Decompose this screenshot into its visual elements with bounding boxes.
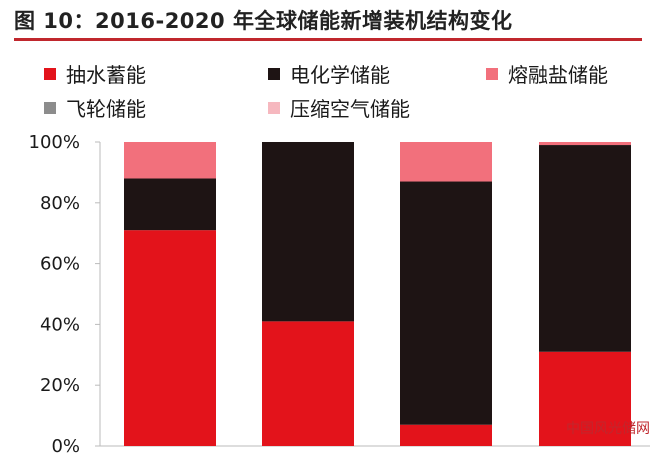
bar-segment bbox=[124, 230, 216, 446]
legend-label-compressed-air: 压缩空气储能 bbox=[290, 97, 410, 121]
chart-title: 图 10：2016-2020 年全球储能新增装机结构变化 bbox=[14, 9, 513, 33]
watermark: 中国风光储网 bbox=[566, 421, 650, 437]
legend-item-compressed-air: 压缩空气储能 bbox=[268, 93, 410, 122]
title-underline bbox=[14, 38, 642, 41]
legend-swatch-pumped-hydro bbox=[44, 67, 56, 80]
bar-segment bbox=[124, 142, 216, 179]
bar-segment bbox=[539, 142, 631, 146]
bar-segment bbox=[400, 424, 492, 446]
y-tick-label: 100% bbox=[29, 132, 80, 153]
bar-segment bbox=[262, 142, 354, 322]
bar-segment bbox=[400, 142, 492, 182]
legend-swatch-flywheel bbox=[44, 101, 56, 114]
y-tick-label: 80% bbox=[40, 193, 80, 214]
legend-label-pumped-hydro: 抽水蓄能 bbox=[66, 63, 146, 87]
legend-item-molten-salt: 熔融盐储能 bbox=[486, 59, 608, 88]
legend-swatch-molten-salt bbox=[486, 67, 498, 80]
plot-area bbox=[124, 142, 631, 446]
legend-label-electrochemical: 电化学储能 bbox=[290, 63, 390, 87]
legend-label-flywheel: 飞轮储能 bbox=[66, 97, 146, 121]
y-tick-label: 60% bbox=[40, 254, 80, 275]
bar-segment bbox=[539, 351, 631, 446]
legend-item-electrochemical: 电化学储能 bbox=[268, 59, 390, 88]
y-axis: 0% 20% 40% 60% 80% 100% bbox=[29, 132, 650, 454]
legend-swatch-compressed-air bbox=[268, 101, 280, 114]
legend-label-molten-salt: 熔融盐储能 bbox=[508, 63, 608, 87]
bar-segment bbox=[400, 181, 492, 425]
bar-segment bbox=[124, 178, 216, 231]
y-tick-label: 20% bbox=[40, 375, 80, 396]
legend-item-flywheel: 飞轮储能 bbox=[44, 93, 146, 122]
bar-segment bbox=[539, 145, 631, 352]
bar-segment bbox=[262, 321, 354, 446]
legend-item-pumped-hydro: 抽水蓄能 bbox=[44, 59, 146, 88]
y-tick-label: 40% bbox=[40, 314, 80, 335]
legend-swatch-electrochemical bbox=[268, 67, 280, 80]
y-tick-label: 0% bbox=[51, 436, 80, 454]
